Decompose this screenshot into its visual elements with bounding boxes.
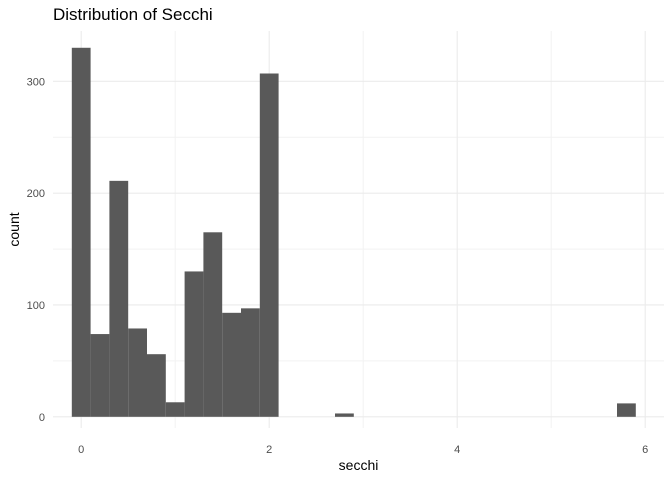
histogram-bar bbox=[335, 413, 354, 417]
y-tick-label: 200 bbox=[27, 188, 45, 200]
x-tick-label: 4 bbox=[454, 444, 460, 456]
histogram-bars bbox=[71, 47, 636, 417]
histogram-bar bbox=[147, 354, 166, 417]
histogram-bar bbox=[71, 47, 91, 417]
histogram-bar bbox=[165, 402, 185, 417]
histogram-bar bbox=[241, 308, 260, 417]
histogram-bar bbox=[203, 232, 223, 417]
y-tick-label: 100 bbox=[27, 300, 45, 312]
x-axis-title: secchi bbox=[339, 457, 379, 473]
histogram-bar bbox=[184, 271, 204, 417]
histogram-bar bbox=[259, 73, 279, 417]
y-axis-title: count bbox=[6, 212, 22, 246]
y-tick-label: 300 bbox=[27, 76, 45, 88]
chart-title: Distribution of Secchi bbox=[53, 5, 213, 24]
histogram-bar bbox=[90, 334, 110, 417]
y-tick-label: 0 bbox=[39, 412, 45, 424]
grid-major bbox=[53, 31, 664, 428]
x-axis-ticks: 0 2 4 6 bbox=[78, 444, 648, 456]
x-tick-label: 0 bbox=[78, 444, 84, 456]
histogram-bar bbox=[617, 403, 636, 417]
histogram-bar bbox=[128, 328, 147, 417]
histogram-bar bbox=[222, 312, 241, 417]
x-tick-label: 6 bbox=[642, 444, 648, 456]
y-axis-ticks: 0 100 200 300 bbox=[27, 76, 45, 423]
histogram-bar bbox=[109, 180, 129, 417]
x-tick-label: 2 bbox=[266, 444, 272, 456]
grid-minor bbox=[53, 31, 664, 428]
